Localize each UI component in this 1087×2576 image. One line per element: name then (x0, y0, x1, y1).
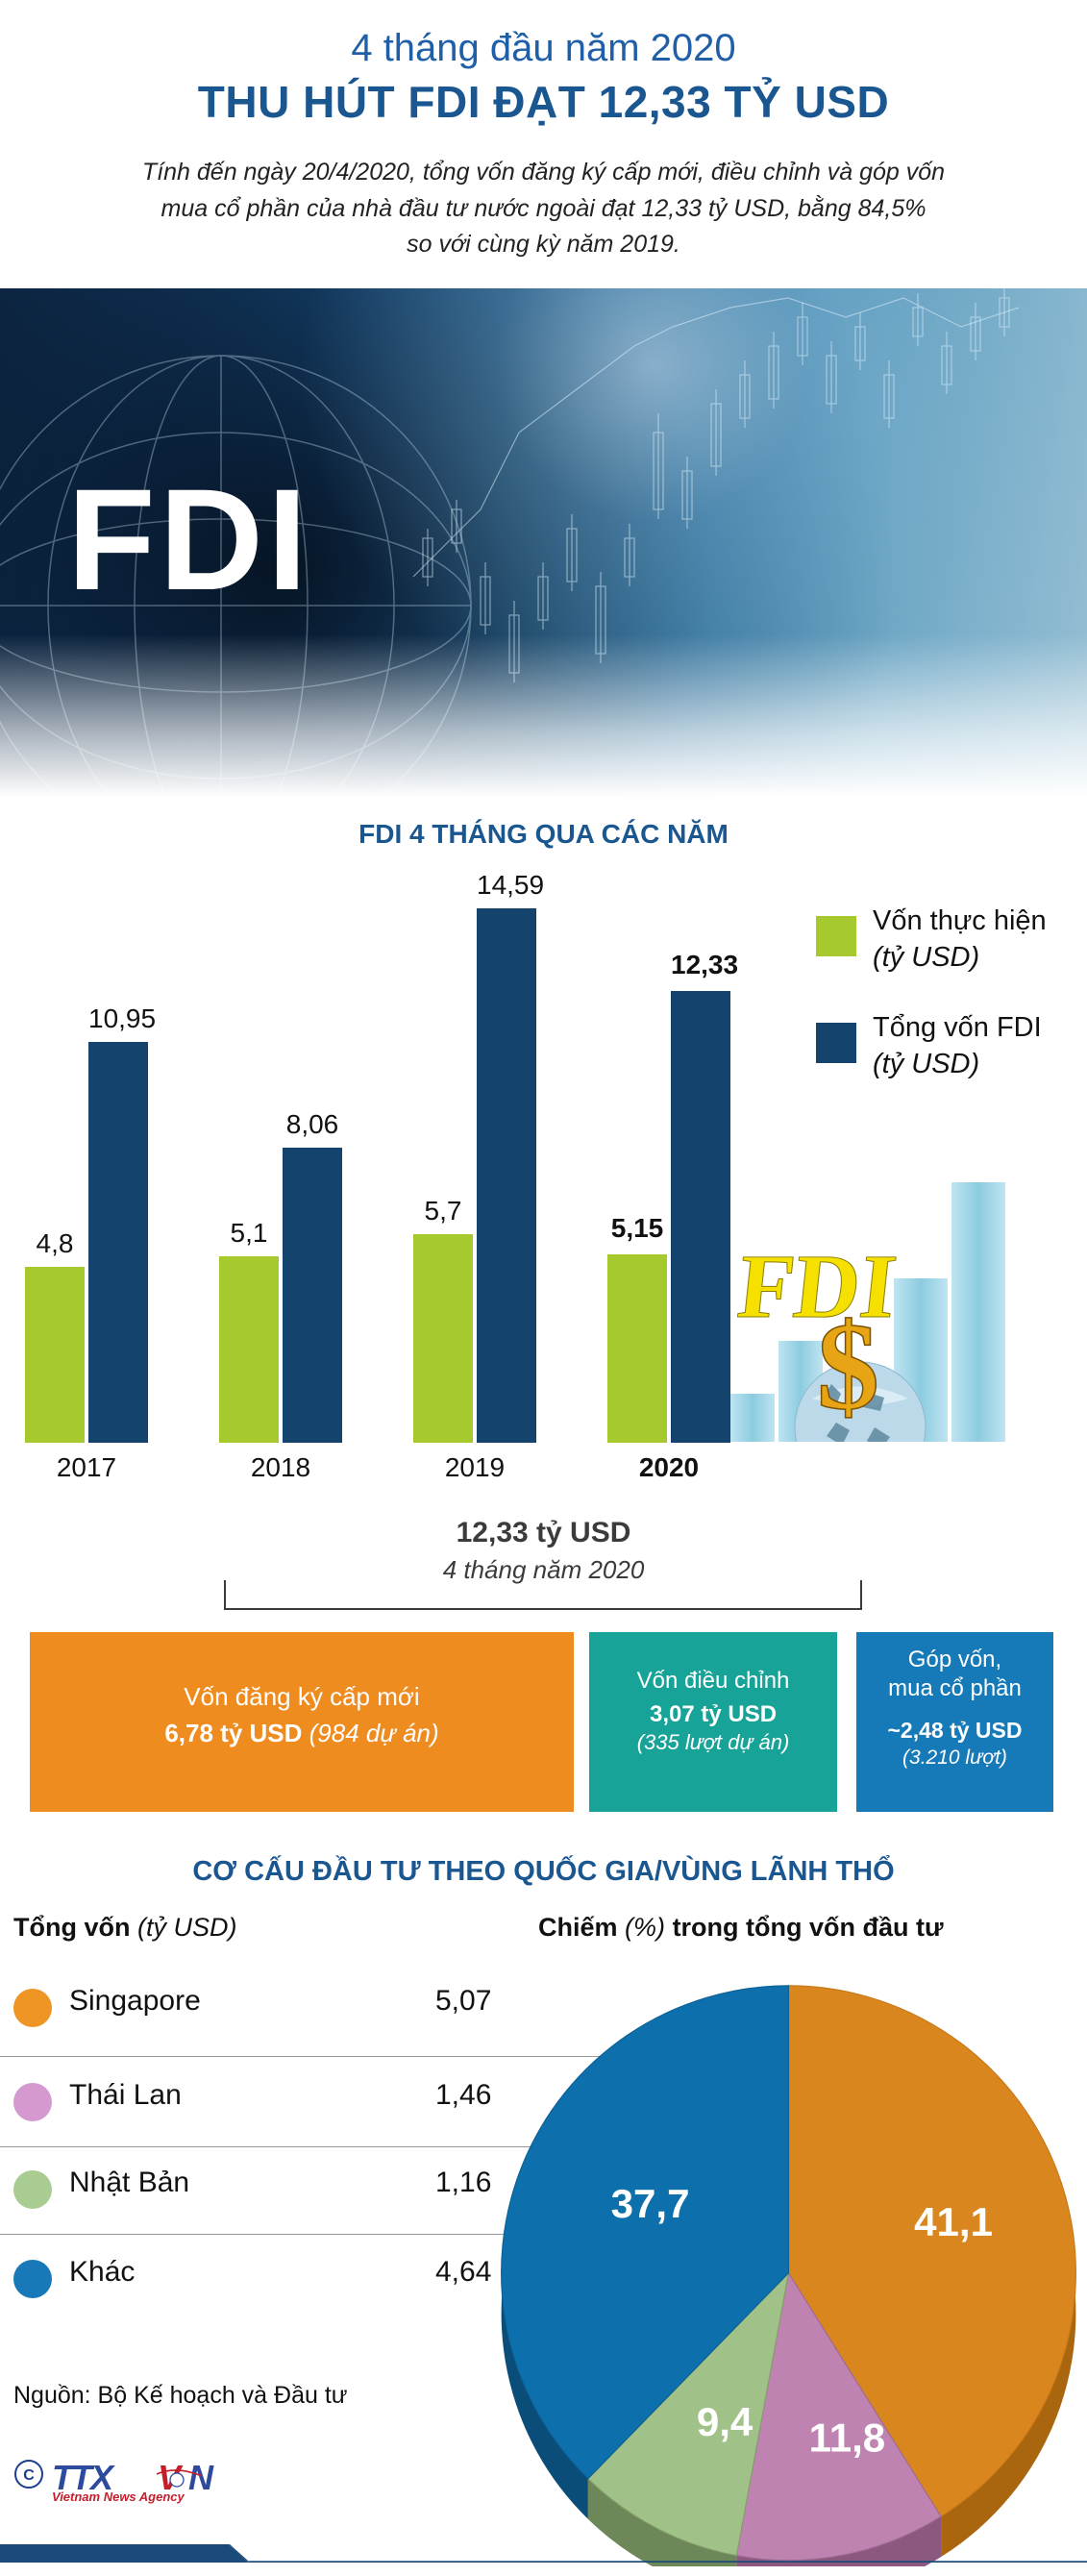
svg-text:Vietnam News Agency: Vietnam News Agency (52, 2489, 185, 2504)
svg-text:N: N (188, 2459, 214, 2497)
svg-text:C: C (23, 2467, 35, 2484)
